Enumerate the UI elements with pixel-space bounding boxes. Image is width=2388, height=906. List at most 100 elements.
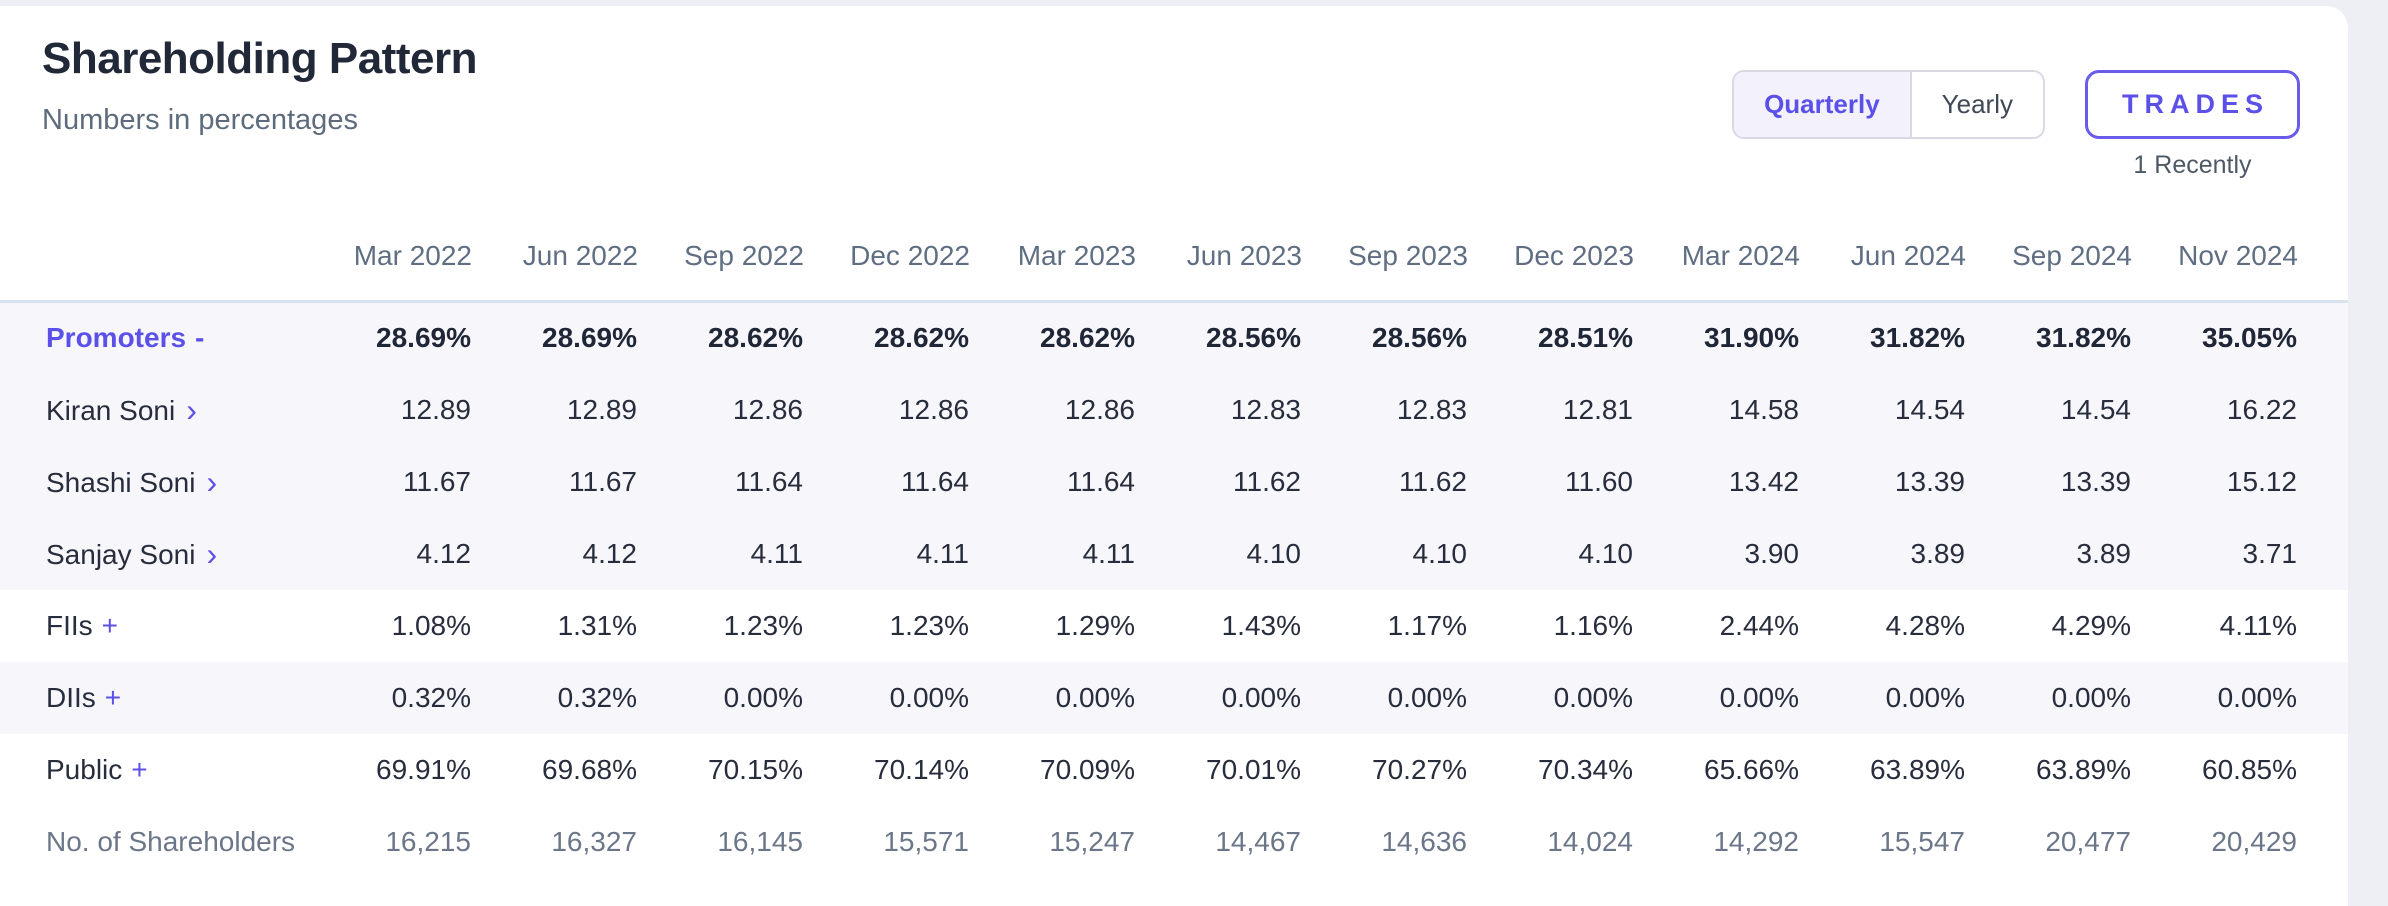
row-spacer-cell: [2298, 662, 2348, 734]
card-header: Shareholding Pattern Numbers in percenta…: [0, 28, 2348, 180]
page-background: Shareholding Pattern Numbers in percenta…: [0, 6, 2348, 906]
row-label-public[interactable]: Public +: [0, 734, 306, 806]
cell-value: 1.23%: [889, 609, 969, 641]
expand-icon: +: [101, 609, 119, 641]
cell-value: 2.44%: [1719, 609, 1799, 641]
cell-value: 70.14%: [874, 753, 969, 785]
row-label-text: Sanjay Soni: [46, 539, 196, 570]
row-label-promoters[interactable]: Promoters -: [0, 302, 306, 374]
trades-block: TRADES 1 Recently: [2084, 70, 2300, 180]
cell-value: 0.00%: [2051, 681, 2131, 713]
row-label-text: Shashi Soni: [46, 467, 196, 498]
row-spacer-cell: [2298, 446, 2348, 518]
table-row-sanjay-soni: Sanjay Soni › 4.12 4.12 4.11 4.11 4.11 4.10 4.10…: [0, 517, 2348, 590]
cell-value: 3.89: [2076, 537, 2132, 569]
row-label-fiis[interactable]: FIIs +: [0, 590, 306, 662]
cell-value: 0.32%: [391, 681, 471, 713]
cell-value: 4.11: [750, 537, 803, 569]
table-row-kiran-soni: Kiran Soni › 12.89 12.89 12.86 12.86 12.86 12.8…: [0, 373, 2348, 446]
row-label-kiran-soni[interactable]: Kiran Soni ›: [0, 374, 306, 446]
cell-value: 11.62: [1399, 465, 1467, 497]
cell-value: 0.32%: [557, 681, 637, 713]
row-label-text: FIIs: [46, 609, 93, 641]
cell-value: 11.67: [569, 465, 637, 497]
cell-value: 1.29%: [1055, 609, 1135, 641]
cell-value: 11.64: [1067, 465, 1135, 497]
cell-value: 70.09%: [1040, 753, 1135, 785]
cell-value: 28.62%: [874, 322, 969, 354]
expand-icon: +: [131, 753, 148, 785]
cell-value: 4.11: [1082, 537, 1135, 569]
cell-value: 31.82%: [2036, 322, 2131, 354]
cell-value: 28.62%: [708, 322, 803, 354]
cell-value: 11.67: [403, 465, 471, 497]
table-row-no-of-shareholders: No. of Shareholders 16,215 16,327 16,145 15,…: [0, 806, 2348, 878]
column-header-jun-2022: Jun 2022: [472, 214, 638, 303]
cell-value: 16,145: [717, 825, 803, 857]
cell-value: 14,467: [1215, 825, 1301, 857]
row-label-shashi-soni[interactable]: Shashi Soni ›: [0, 446, 306, 518]
row-spacer-cell: [2298, 590, 2348, 662]
cell-value: 0.00%: [1221, 681, 1301, 713]
cell-value: 14.54: [2060, 393, 2131, 425]
cell-value: 4.29%: [2051, 609, 2131, 641]
cell-value: 63.89%: [1870, 753, 1965, 785]
cell-value: 1.17%: [1387, 609, 1467, 641]
row-label-sanjay-soni[interactable]: Sanjay Soni ›: [0, 518, 306, 590]
cell-value: 0.00%: [1719, 681, 1799, 713]
chevron-right-icon: ›: [206, 464, 218, 500]
cell-value: 11.60: [1565, 465, 1633, 497]
row-label-text: Public: [46, 753, 123, 785]
cell-value: 1.08%: [391, 609, 471, 641]
trades-recent-note: 1 Recently: [2133, 151, 2252, 179]
table-row-public: Public +69.91% 69.68% 70.15% 70.14% 70.09% 70.…: [0, 734, 2348, 806]
row-label-text: DIIs: [46, 681, 96, 713]
cell-value: 14.58: [1728, 393, 1799, 425]
column-header-dec-2022: Dec 2022: [804, 214, 970, 303]
cell-value: 1.16%: [1553, 609, 1633, 641]
column-header-sep-2024: Sep 2024: [1966, 214, 2132, 303]
header-corner-cell: [0, 214, 306, 303]
cell-value: 12.86: [732, 393, 803, 425]
cell-value: 1.23%: [723, 609, 803, 641]
row-spacer-cell: [2298, 374, 2348, 446]
cell-value: 12.86: [1064, 393, 1135, 425]
cell-value: 16,215: [385, 825, 471, 857]
cell-value: 14,024: [1547, 825, 1633, 857]
cell-value: 0.00%: [889, 681, 969, 713]
cell-value: 31.90%: [1704, 322, 1799, 354]
trades-button[interactable]: TRADES: [2084, 70, 2300, 139]
quarterly-tab[interactable]: Quarterly: [1734, 72, 1910, 137]
row-label-no-of-shareholders: No. of Shareholders: [0, 806, 306, 878]
row-spacer-cell: [2298, 518, 2348, 590]
cell-value: 63.89%: [2036, 753, 2131, 785]
row-spacer-cell: [2298, 302, 2348, 374]
row-label-diis[interactable]: DIIs +: [0, 662, 306, 734]
chevron-right-icon: ›: [206, 536, 218, 572]
row-label-text: Kiran Soni: [46, 395, 176, 426]
cell-value: 1.43%: [1221, 609, 1301, 641]
cell-value: 28.69%: [376, 322, 471, 354]
cell-value: 28.56%: [1372, 322, 1467, 354]
cell-value: 14,292: [1713, 825, 1799, 857]
cell-value: 12.89: [400, 393, 471, 425]
cell-value: 15,547: [1879, 825, 1965, 857]
cell-value: 70.34%: [1538, 753, 1633, 785]
cell-value: 15,571: [883, 825, 969, 857]
row-spacer-cell: [2298, 806, 2348, 878]
cell-value: 31.82%: [1870, 322, 1965, 354]
cell-value: 13.42: [1728, 465, 1799, 497]
cell-value: 69.68%: [542, 753, 637, 785]
cell-value: 11.64: [735, 465, 803, 497]
cell-value: 12.86: [898, 393, 969, 425]
yearly-tab[interactable]: Yearly: [1909, 72, 2043, 137]
header-spacer-cell: [2298, 214, 2348, 303]
expand-icon: +: [104, 681, 122, 713]
cell-value: 11.64: [901, 465, 969, 497]
cell-value: 65.66%: [1704, 753, 1799, 785]
heading-block: Shareholding Pattern Numbers in percenta…: [42, 28, 477, 137]
cell-value: 16.22: [2226, 393, 2297, 425]
cell-value: 0.00%: [1885, 681, 1965, 713]
column-header-nov-2024: Nov 2024: [2132, 214, 2298, 303]
cell-value: 4.12: [416, 537, 472, 569]
